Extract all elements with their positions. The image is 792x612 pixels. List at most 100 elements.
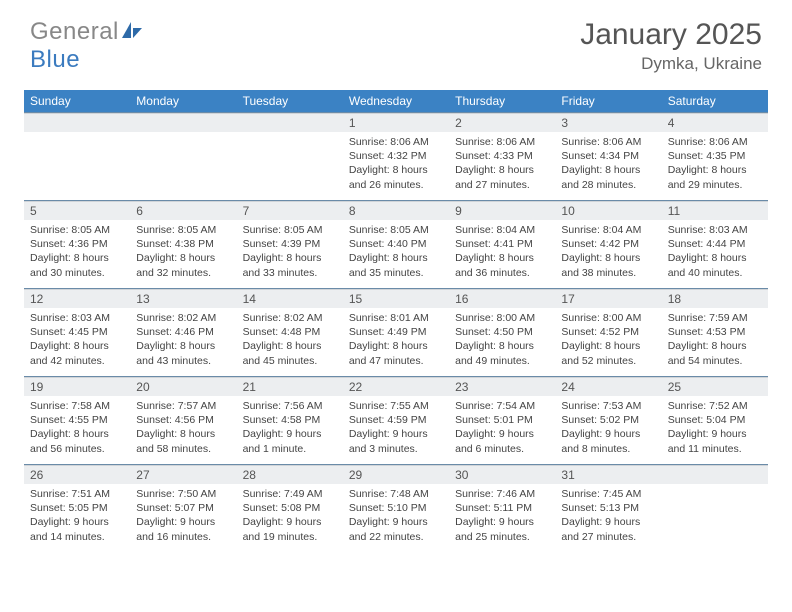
sunrise-text: Sunrise: 8:06 AM <box>561 135 655 149</box>
week-row: 19Sunrise: 7:58 AMSunset: 4:55 PMDayligh… <box>24 377 768 465</box>
weekday-header-row: SundayMondayTuesdayWednesdayThursdayFrid… <box>24 90 768 113</box>
sunrise-text: Sunrise: 7:59 AM <box>668 311 762 325</box>
daylight-text: Daylight: 8 hours and 43 minutes. <box>136 339 230 367</box>
day-cell: 27Sunrise: 7:50 AMSunset: 5:07 PMDayligh… <box>130 465 236 553</box>
weekday-header: Saturday <box>662 90 768 113</box>
week-row: 12Sunrise: 8:03 AMSunset: 4:45 PMDayligh… <box>24 289 768 377</box>
day-cell: 2Sunrise: 8:06 AMSunset: 4:33 PMDaylight… <box>449 113 555 201</box>
calendar-body: 1Sunrise: 8:06 AMSunset: 4:32 PMDaylight… <box>24 113 768 553</box>
sunrise-text: Sunrise: 7:58 AM <box>30 399 124 413</box>
sunrise-text: Sunrise: 8:05 AM <box>30 223 124 237</box>
sunset-text: Sunset: 4:48 PM <box>243 325 337 339</box>
day-number <box>24 113 130 132</box>
daylight-text: Daylight: 9 hours and 8 minutes. <box>561 427 655 455</box>
day-number: 22 <box>343 377 449 396</box>
sunset-text: Sunset: 5:10 PM <box>349 501 443 515</box>
day-number: 28 <box>237 465 343 484</box>
day-number: 13 <box>130 289 236 308</box>
day-number: 14 <box>237 289 343 308</box>
month-title: January 2025 <box>580 18 762 52</box>
sail-icon <box>121 18 143 46</box>
daylight-text: Daylight: 9 hours and 3 minutes. <box>349 427 443 455</box>
day-number: 9 <box>449 201 555 220</box>
day-details: Sunrise: 7:48 AMSunset: 5:10 PMDaylight:… <box>343 484 449 548</box>
daylight-text: Daylight: 9 hours and 14 minutes. <box>30 515 124 543</box>
sunrise-text: Sunrise: 8:06 AM <box>455 135 549 149</box>
week-row: 1Sunrise: 8:06 AMSunset: 4:32 PMDaylight… <box>24 113 768 201</box>
logo-text: GeneralBlue <box>30 18 143 74</box>
day-number: 11 <box>662 201 768 220</box>
title-block: January 2025 Dymka, Ukraine <box>580 18 762 74</box>
day-cell <box>237 113 343 201</box>
sunrise-text: Sunrise: 8:04 AM <box>561 223 655 237</box>
day-cell: 9Sunrise: 8:04 AMSunset: 4:41 PMDaylight… <box>449 201 555 289</box>
day-cell: 14Sunrise: 8:02 AMSunset: 4:48 PMDayligh… <box>237 289 343 377</box>
day-number: 16 <box>449 289 555 308</box>
weekday-header: Thursday <box>449 90 555 113</box>
sunset-text: Sunset: 4:56 PM <box>136 413 230 427</box>
day-details: Sunrise: 8:06 AMSunset: 4:33 PMDaylight:… <box>449 132 555 196</box>
sunset-text: Sunset: 5:08 PM <box>243 501 337 515</box>
day-number: 21 <box>237 377 343 396</box>
sunrise-text: Sunrise: 7:55 AM <box>349 399 443 413</box>
sunset-text: Sunset: 4:34 PM <box>561 149 655 163</box>
sunset-text: Sunset: 5:02 PM <box>561 413 655 427</box>
day-details: Sunrise: 8:06 AMSunset: 4:34 PMDaylight:… <box>555 132 661 196</box>
daylight-text: Daylight: 8 hours and 29 minutes. <box>668 163 762 191</box>
logo: GeneralBlue <box>30 18 143 74</box>
sunset-text: Sunset: 5:11 PM <box>455 501 549 515</box>
day-details: Sunrise: 8:04 AMSunset: 4:41 PMDaylight:… <box>449 220 555 284</box>
daylight-text: Daylight: 8 hours and 54 minutes. <box>668 339 762 367</box>
day-number: 8 <box>343 201 449 220</box>
sunset-text: Sunset: 4:41 PM <box>455 237 549 251</box>
day-number: 27 <box>130 465 236 484</box>
logo-part2: Blue <box>30 46 80 73</box>
day-number: 19 <box>24 377 130 396</box>
sunset-text: Sunset: 4:38 PM <box>136 237 230 251</box>
sunrise-text: Sunrise: 7:45 AM <box>561 487 655 501</box>
day-details <box>24 132 130 139</box>
sunrise-text: Sunrise: 8:05 AM <box>349 223 443 237</box>
logo-part1: General <box>30 18 119 45</box>
day-cell: 21Sunrise: 7:56 AMSunset: 4:58 PMDayligh… <box>237 377 343 465</box>
day-cell: 3Sunrise: 8:06 AMSunset: 4:34 PMDaylight… <box>555 113 661 201</box>
day-number: 12 <box>24 289 130 308</box>
day-cell <box>24 113 130 201</box>
day-details: Sunrise: 8:06 AMSunset: 4:35 PMDaylight:… <box>662 132 768 196</box>
daylight-text: Daylight: 8 hours and 45 minutes. <box>243 339 337 367</box>
day-details: Sunrise: 8:05 AMSunset: 4:38 PMDaylight:… <box>130 220 236 284</box>
header: GeneralBlue January 2025 Dymka, Ukraine <box>0 0 792 82</box>
day-details <box>662 484 768 491</box>
day-cell: 17Sunrise: 8:00 AMSunset: 4:52 PMDayligh… <box>555 289 661 377</box>
weekday-header: Monday <box>130 90 236 113</box>
daylight-text: Daylight: 8 hours and 52 minutes. <box>561 339 655 367</box>
daylight-text: Daylight: 8 hours and 42 minutes. <box>30 339 124 367</box>
sunrise-text: Sunrise: 7:50 AM <box>136 487 230 501</box>
day-cell: 26Sunrise: 7:51 AMSunset: 5:05 PMDayligh… <box>24 465 130 553</box>
day-cell: 30Sunrise: 7:46 AMSunset: 5:11 PMDayligh… <box>449 465 555 553</box>
sunrise-text: Sunrise: 8:00 AM <box>455 311 549 325</box>
day-number: 17 <box>555 289 661 308</box>
sunset-text: Sunset: 4:52 PM <box>561 325 655 339</box>
day-details: Sunrise: 8:02 AMSunset: 4:46 PMDaylight:… <box>130 308 236 372</box>
day-cell: 5Sunrise: 8:05 AMSunset: 4:36 PMDaylight… <box>24 201 130 289</box>
day-details: Sunrise: 8:05 AMSunset: 4:40 PMDaylight:… <box>343 220 449 284</box>
day-cell: 15Sunrise: 8:01 AMSunset: 4:49 PMDayligh… <box>343 289 449 377</box>
sunrise-text: Sunrise: 8:03 AM <box>668 223 762 237</box>
location: Dymka, Ukraine <box>580 54 762 74</box>
daylight-text: Daylight: 8 hours and 40 minutes. <box>668 251 762 279</box>
sunset-text: Sunset: 5:05 PM <box>30 501 124 515</box>
week-row: 26Sunrise: 7:51 AMSunset: 5:05 PMDayligh… <box>24 465 768 553</box>
day-details: Sunrise: 8:05 AMSunset: 4:39 PMDaylight:… <box>237 220 343 284</box>
day-cell: 8Sunrise: 8:05 AMSunset: 4:40 PMDaylight… <box>343 201 449 289</box>
daylight-text: Daylight: 8 hours and 27 minutes. <box>455 163 549 191</box>
day-details: Sunrise: 8:01 AMSunset: 4:49 PMDaylight:… <box>343 308 449 372</box>
day-number: 6 <box>130 201 236 220</box>
day-details: Sunrise: 7:53 AMSunset: 5:02 PMDaylight:… <box>555 396 661 460</box>
sunset-text: Sunset: 4:45 PM <box>30 325 124 339</box>
sunset-text: Sunset: 4:36 PM <box>30 237 124 251</box>
daylight-text: Daylight: 8 hours and 36 minutes. <box>455 251 549 279</box>
sunrise-text: Sunrise: 8:05 AM <box>243 223 337 237</box>
sunrise-text: Sunrise: 7:52 AM <box>668 399 762 413</box>
day-number: 24 <box>555 377 661 396</box>
